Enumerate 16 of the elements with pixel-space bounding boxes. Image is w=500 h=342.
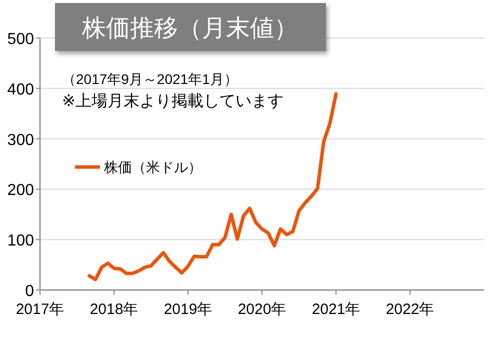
chart-title: 株価推移（月末値） <box>81 15 298 42</box>
legend-label: 株価（米ドル） <box>103 159 202 175</box>
x-tick-label: 2021年 <box>312 301 360 318</box>
y-tick-label: 100 <box>7 232 34 250</box>
x-tick-label: 2019年 <box>164 301 212 318</box>
x-tick-label: 2018年 <box>90 301 138 318</box>
y-tick-label: 500 <box>7 31 34 48</box>
y-tick-label: 200 <box>7 182 34 200</box>
x-tick-label: 2017年 <box>16 301 64 318</box>
y-tick-label: 0 <box>25 283 34 300</box>
y-tick-label: 400 <box>7 81 34 98</box>
x-tick-label: 2020年 <box>238 301 286 318</box>
x-tick-label: 2022年 <box>386 301 434 318</box>
annotation: （2017年9月～2021年1月） <box>62 71 238 87</box>
y-tick-label: 300 <box>7 132 34 149</box>
annotation: ※上場月末より掲載しています <box>62 92 284 110</box>
